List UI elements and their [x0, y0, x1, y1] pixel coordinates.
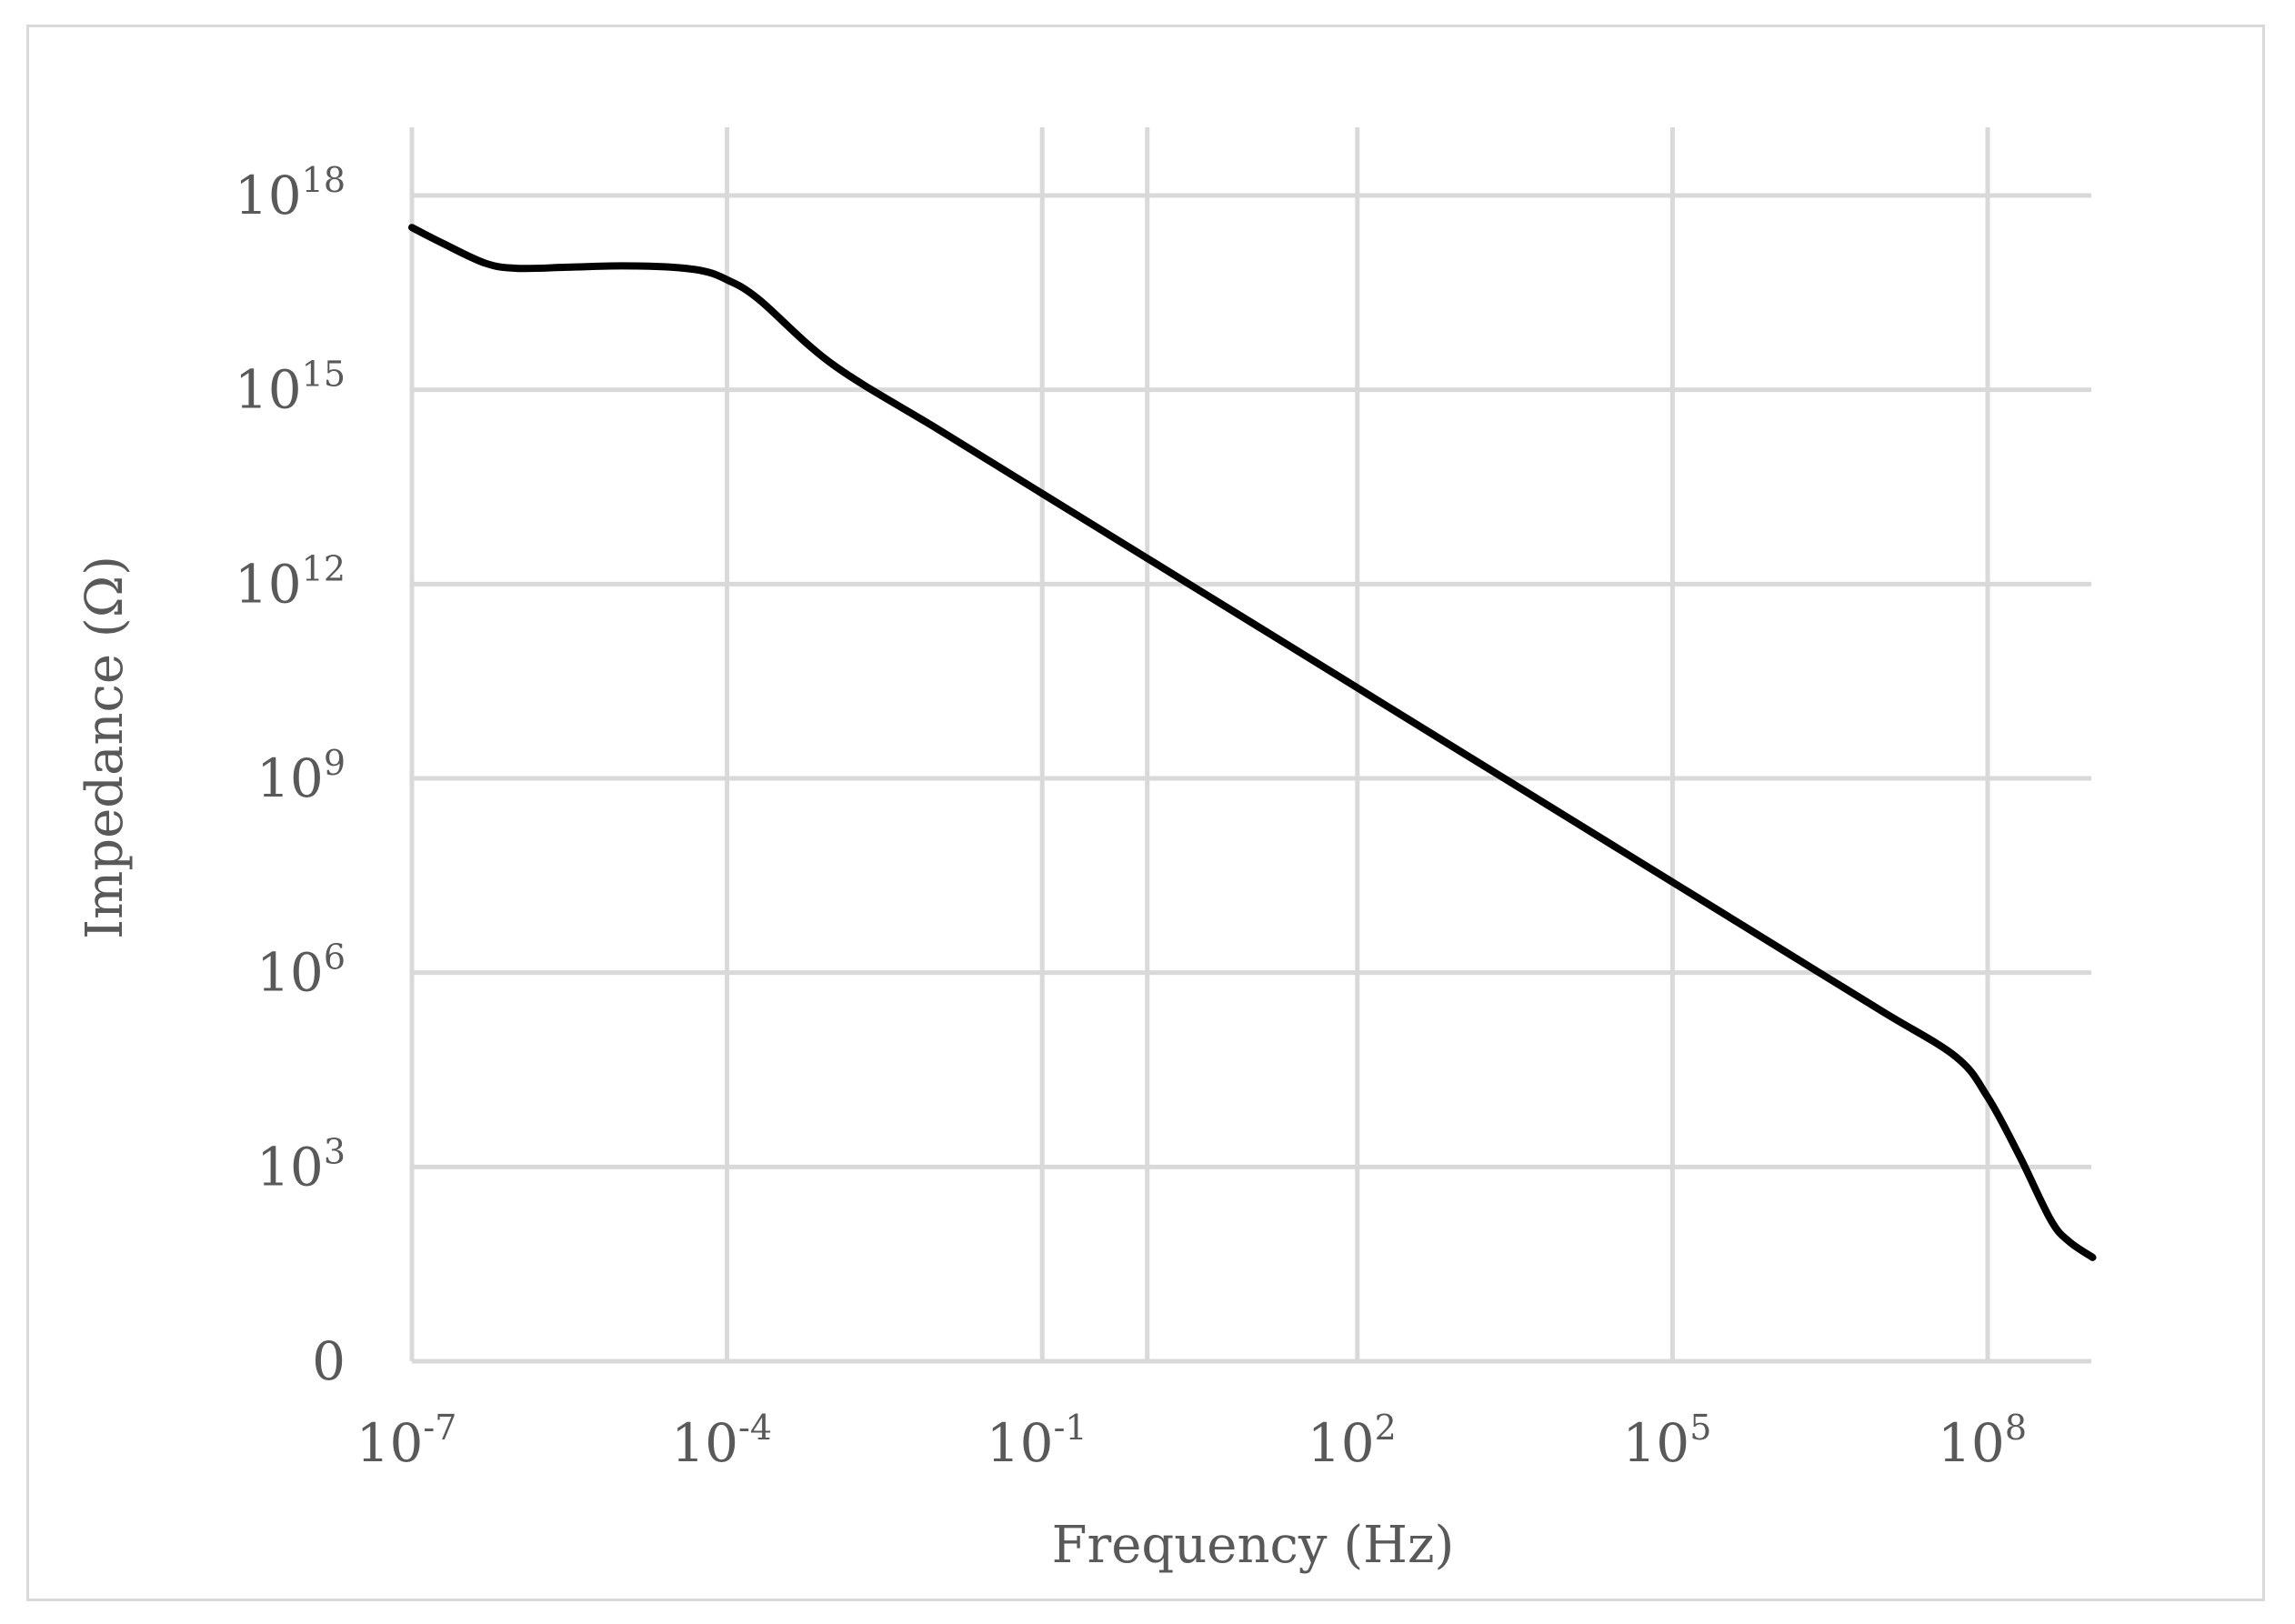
- series-layer: [408, 224, 2097, 1261]
- grid-layer: [409, 127, 2091, 1361]
- x-tick-label: 10-4: [671, 1408, 772, 1474]
- y-tick-label: 0: [312, 1330, 346, 1392]
- x-tick-label: 102: [1308, 1408, 1397, 1474]
- y-tick-label: 106: [256, 937, 346, 1004]
- x-tick-label: 10-1: [987, 1408, 1087, 1474]
- x-tick-label: 105: [1622, 1408, 1711, 1474]
- y-tick-label: 1018: [235, 160, 346, 226]
- impedance-series-line: [408, 224, 2097, 1261]
- y-tick-label: 109: [256, 743, 346, 809]
- x-tick-label: 10-7: [356, 1408, 457, 1474]
- y-tick-label: 1012: [235, 548, 346, 615]
- y-axis-title: Impedance (Ω): [75, 556, 135, 939]
- tick-layer: 0 103 106 109 1012 1015 1018 10-7 10-4 10-1 102 105…: [235, 160, 2027, 1474]
- y-tick-label: 1015: [235, 355, 346, 421]
- x-tick-label: 108: [1938, 1408, 2027, 1474]
- y-tick-label: 103: [256, 1131, 346, 1198]
- x-axis-title: Frequency (Hz): [1052, 1516, 1455, 1575]
